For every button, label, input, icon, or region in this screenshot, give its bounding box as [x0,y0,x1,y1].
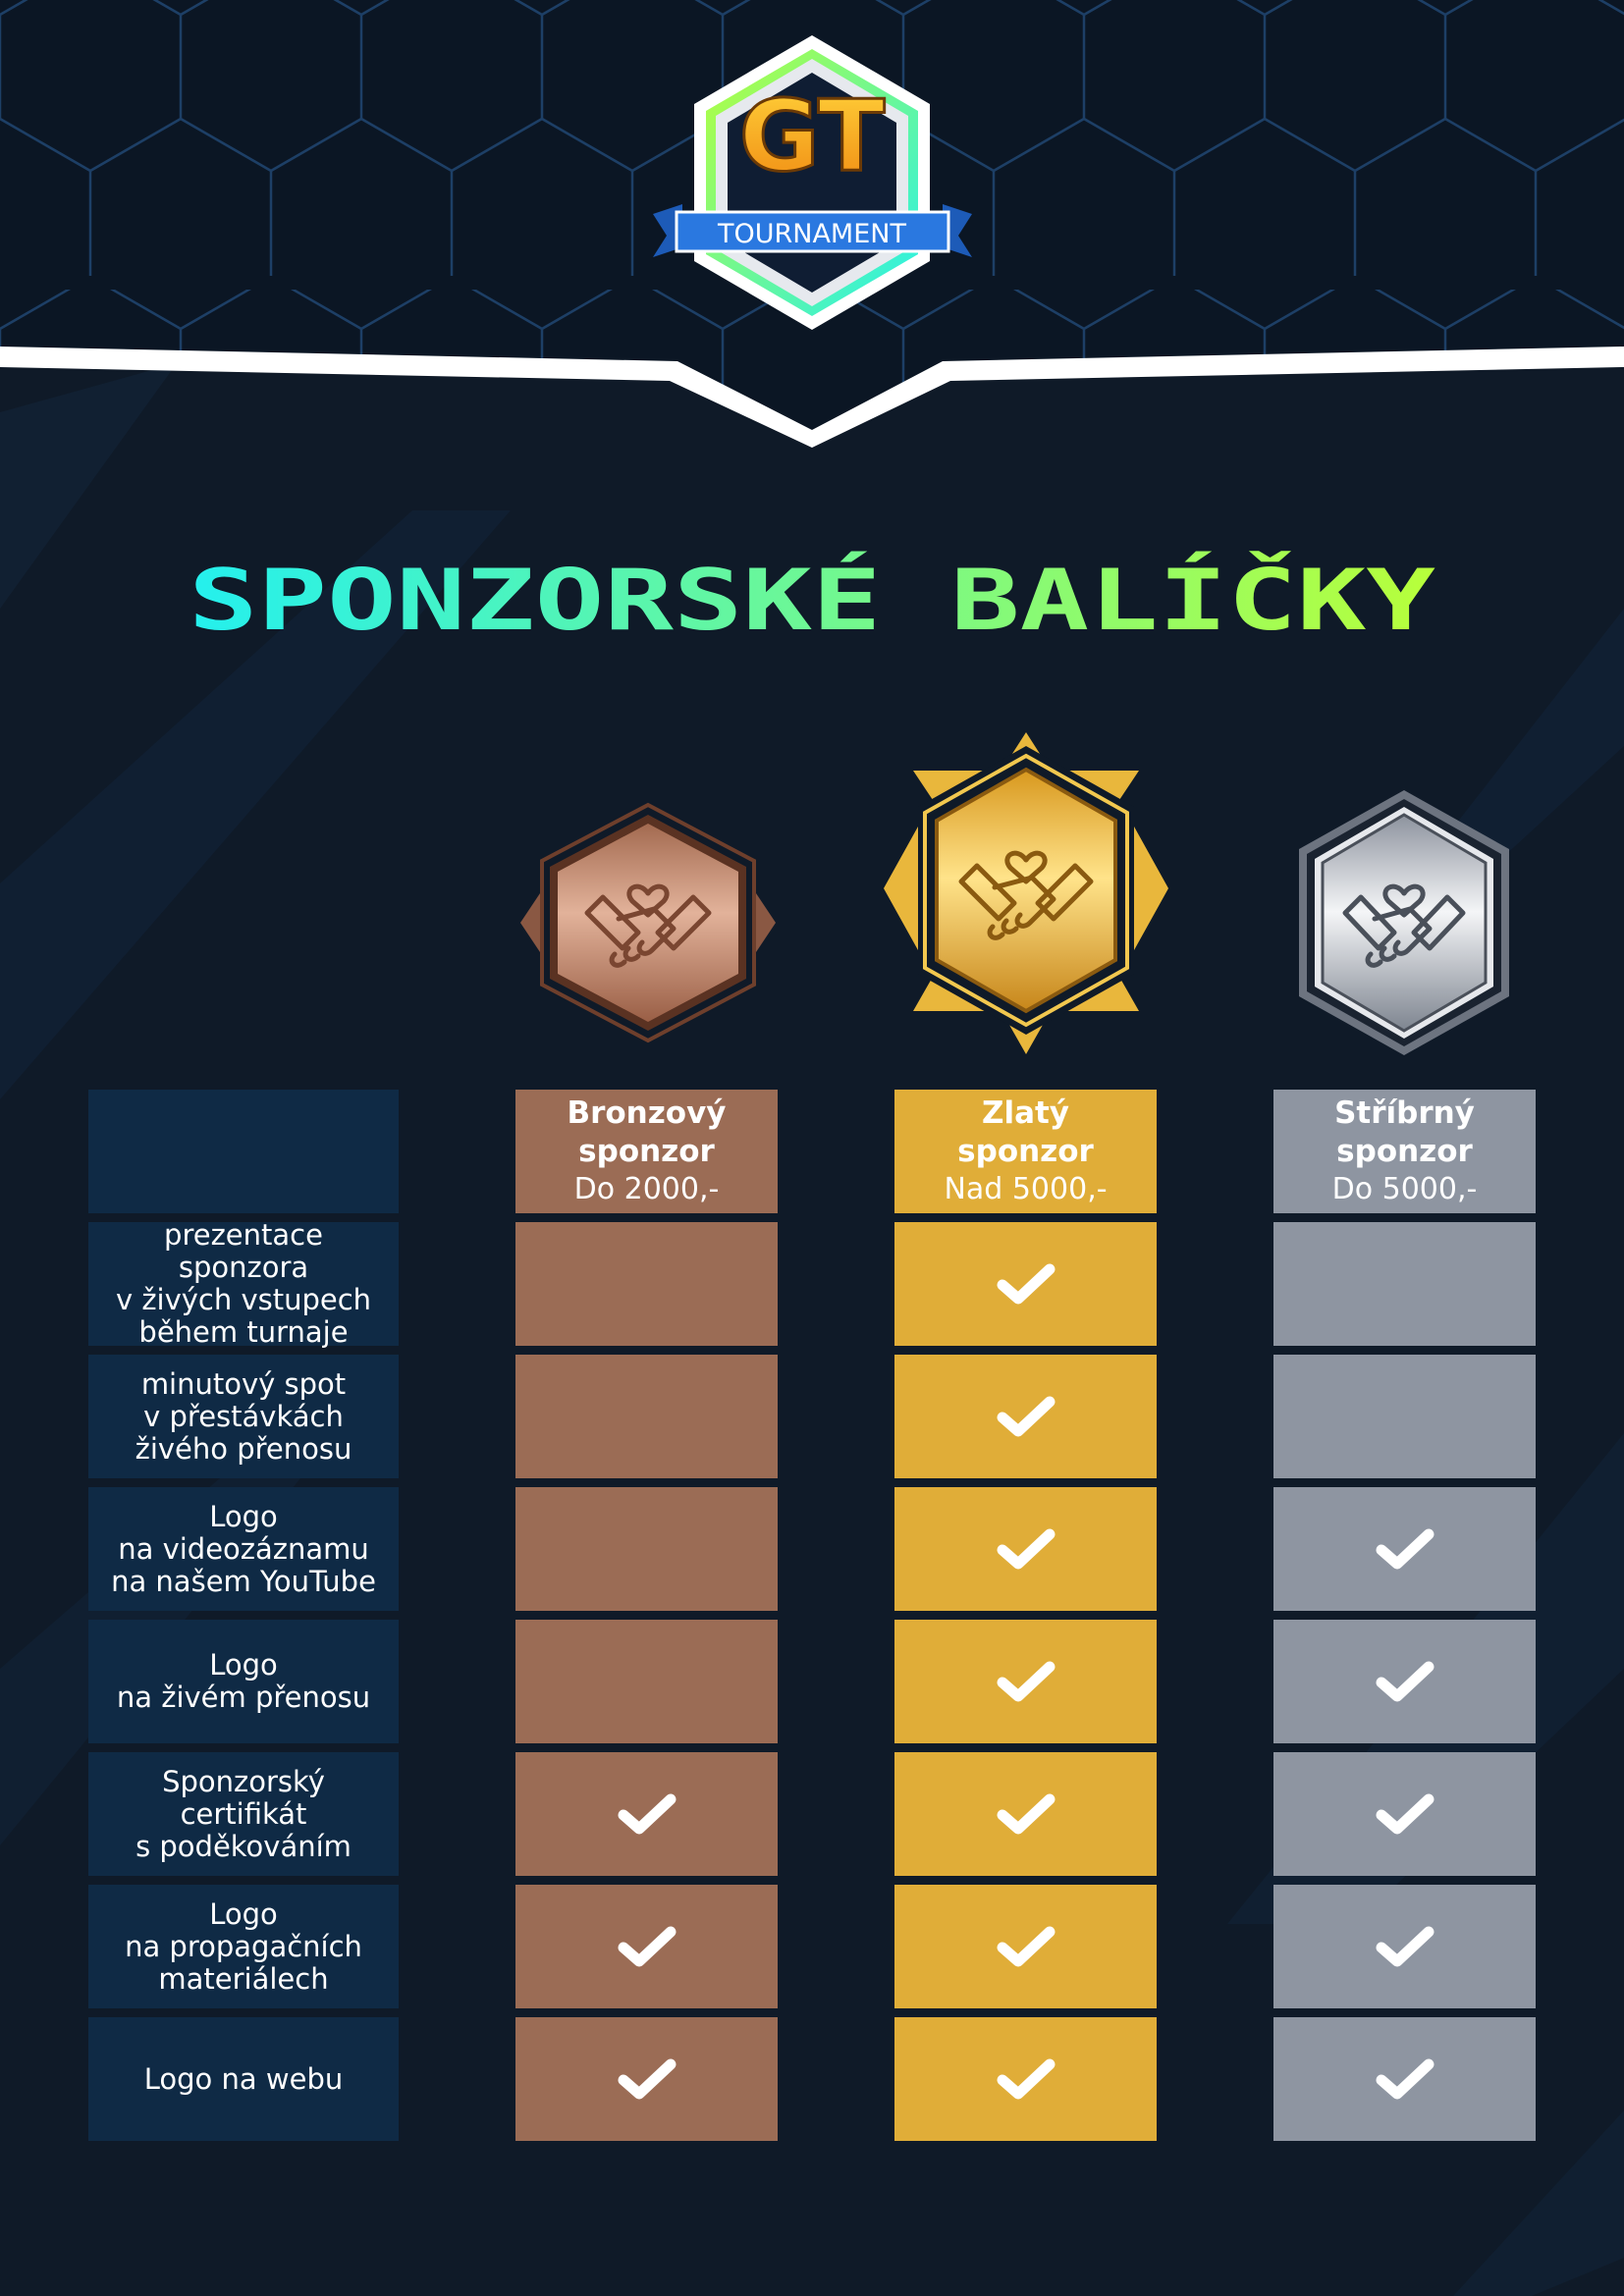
checkmark-icon [997,1528,1055,1570]
feature-cell-silver [1273,1620,1536,1743]
tier-name-line2: sponzor [1336,1134,1473,1169]
tier-price: Do 5000,- [1331,1172,1478,1206]
feature-cell-bronze [515,1752,778,1876]
tier-name-line1: Zlatý [981,1095,1070,1131]
feature-label: minutový spot v přestávkách živého přeno… [135,1366,352,1466]
feature-label-cell: Logo na videozáznamu na našem YouTube [88,1487,399,1611]
checkmark-icon [1376,2058,1434,2100]
feature-cell-silver [1273,1355,1536,1478]
tier-name-line2: sponzor [957,1134,1094,1169]
feature-label: Logo na propagačních materiálech [125,1896,362,1996]
tier-name-line2: sponzor [578,1134,715,1169]
feature-cell-silver [1273,1885,1536,2008]
logo-letters: GT [739,79,886,193]
feature-cell-bronze [515,1222,778,1346]
feature-label-cell: Logo na propagačních materiálech [88,1885,399,2008]
feature-label-cell: Sponzorský certifikát s poděkováním [88,1752,399,1876]
feature-cell-bronze [515,1355,778,1478]
feature-cell-gold [894,1222,1157,1346]
feature-cell-gold [894,1487,1157,1611]
handshake-heart-icon [584,883,712,968]
feature-cell-bronze [515,1620,778,1743]
checkmark-icon [618,1926,676,1967]
bronze-medal-icon [520,802,776,1043]
checkmark-icon [618,2058,676,2100]
feature-cell-silver [1273,1222,1536,1346]
feature-label-cell: Logo na webu [88,2017,399,2141]
divider-line [0,347,1624,448]
checkmark-icon [618,1793,676,1835]
feature-cell-bronze [515,2017,778,2141]
tournament-logo: GT TOURNAMENT [653,35,972,330]
checkmark-icon [997,2058,1055,2100]
tier-name-line1: Bronzový [567,1095,727,1131]
feature-cell-gold [894,1620,1157,1743]
feature-cell-silver [1273,1752,1536,1876]
silver-medal-icon [1299,790,1509,1055]
feature-cell-silver [1273,1487,1536,1611]
checkmark-icon [1376,1793,1434,1835]
page-title-graphic: SPONZORSKÉ BALÍČKY [189,551,1435,650]
page-title: SPONZORSKÉ BALÍČKY [189,551,1435,650]
checkmark-icon [997,1793,1055,1835]
feature-cell-gold [894,1752,1157,1876]
feature-cell-silver [1273,2017,1536,2141]
tier-header-silver: Stříbrný sponzor Do 5000,- [1273,1090,1536,1213]
handshake-heart-icon [958,850,1094,940]
feature-cell-gold [894,1885,1157,2008]
logo-label: TOURNAMENT [717,219,906,249]
checkmark-icon [1376,1528,1434,1570]
feature-cell-gold [894,2017,1157,2141]
table-header-empty [88,1090,399,1213]
feature-cell-bronze [515,1885,778,2008]
feature-label-cell: prezentace sponzora v živých vstupech bě… [88,1218,399,1349]
tier-name-line1: Stříbrný [1334,1095,1475,1131]
handshake-heart-icon [1342,883,1466,968]
feature-cell-gold [894,1355,1157,1478]
tier-header-bronze: Bronzový sponzor Do 2000,- [515,1090,778,1213]
checkmark-icon [1376,1661,1434,1702]
tier-price: Nad 5000,- [944,1172,1108,1206]
checkmark-icon [997,1661,1055,1702]
feature-label-cell: Logo na živém přenosu [88,1620,399,1743]
feature-label: Logo na webu [143,2061,344,2096]
feature-label: Logo na videozáznamu na našem YouTube [111,1499,376,1598]
feature-label-cell: minutový spot v přestávkách živého přeno… [88,1355,399,1478]
gold-medal-icon [884,732,1168,1054]
feature-label: Sponzorský certifikát s poděkováním [135,1764,352,1863]
feature-label: Logo na živém přenosu [116,1648,371,1714]
checkmark-icon [997,1926,1055,1967]
checkmark-icon [997,1396,1055,1437]
tier-header-gold: Zlatý sponzor Nad 5000,- [894,1090,1157,1213]
checkmark-icon [1376,1926,1434,1967]
feature-label: prezentace sponzora v živých vstupech bě… [115,1218,372,1349]
feature-cell-bronze [515,1487,778,1611]
checkmark-icon [997,1263,1055,1305]
tier-price: Do 2000,- [573,1172,720,1206]
